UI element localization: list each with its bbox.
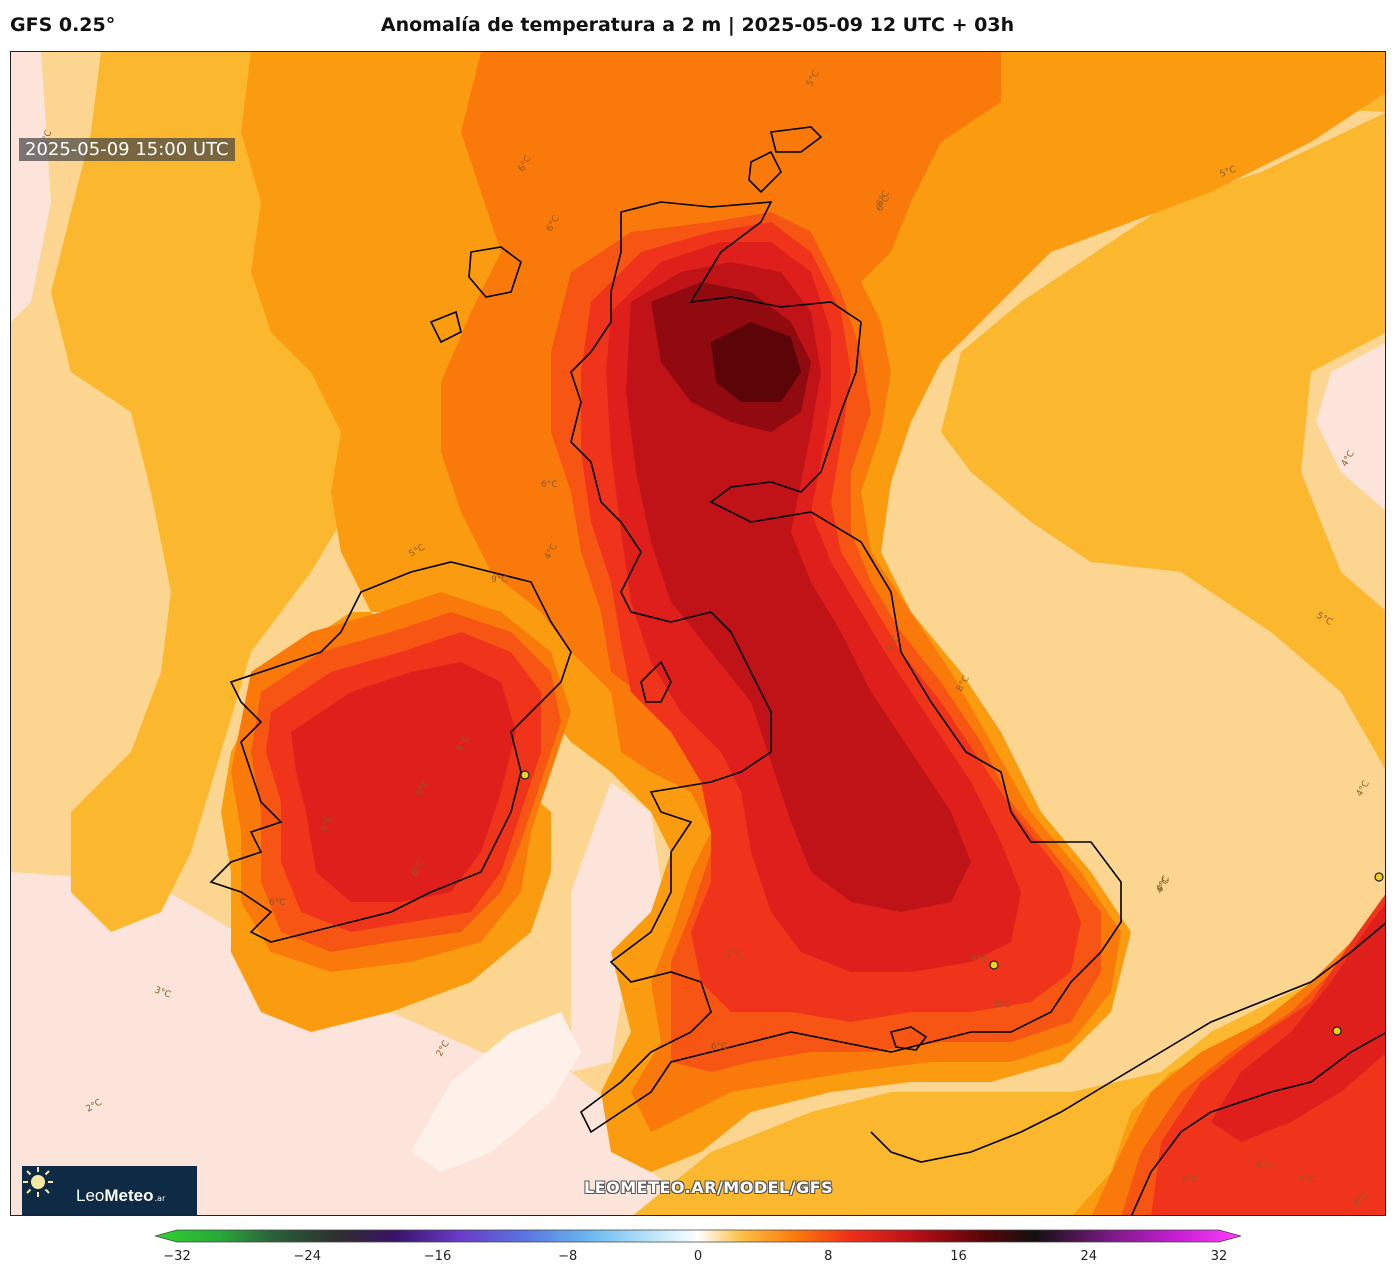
coast-channel bbox=[870, 922, 1385, 1163]
coast-ireland bbox=[209, 561, 572, 943]
source-watermark: LEOMETEO.AR/MODEL/GFS bbox=[584, 1178, 834, 1197]
coast-hebrides-2 bbox=[429, 310, 462, 344]
chart-title: Anomalía de temperatura a 2 m | 2025-05-… bbox=[380, 14, 1015, 36]
band-anom-11 bbox=[626, 262, 971, 912]
coast-isle-of-man bbox=[640, 660, 672, 703]
contour-label: 6°C bbox=[1256, 1160, 1273, 1170]
colorbar-tick-label: −8 bbox=[558, 1249, 578, 1264]
colorbar-tick-label: 8 bbox=[824, 1249, 833, 1264]
band-near-zero-channel bbox=[571, 782, 661, 1072]
band-anom-9-continent bbox=[1211, 904, 1385, 1142]
logo-tld: .ar bbox=[154, 1194, 166, 1203]
contour-label: 7°C bbox=[726, 950, 743, 960]
coast-isle-of-wight bbox=[889, 1026, 928, 1051]
colorbar-tick-label: 24 bbox=[1080, 1249, 1098, 1264]
sun-icon bbox=[23, 1167, 72, 1212]
model-label: GFS 0.25° bbox=[10, 14, 116, 36]
colorbar-tick-label: −16 bbox=[423, 1249, 452, 1264]
colorbar bbox=[155, 1229, 1241, 1243]
contour-label: 9°C bbox=[971, 955, 988, 965]
band-near-zero-west bbox=[11, 52, 51, 322]
coast-continent-inner bbox=[1131, 1032, 1385, 1215]
logo-text: LeoMeteo bbox=[76, 1185, 154, 1205]
colorbar-tick-label: 32 bbox=[1210, 1249, 1228, 1264]
band-near-zero-east bbox=[1316, 343, 1385, 511]
coast-hebrides-1 bbox=[468, 246, 522, 298]
coast-orkney bbox=[770, 126, 823, 153]
band-anom-9-ireland bbox=[291, 662, 516, 902]
colorbar-tick-label: 0 bbox=[693, 1249, 703, 1264]
contour-label: 7°C bbox=[1181, 1175, 1198, 1185]
band-anom-3 bbox=[101, 52, 1385, 769]
colorbar-tick-label: −32 bbox=[163, 1249, 191, 1264]
contour-label: 6°C bbox=[711, 1042, 728, 1052]
contour-label: 5°C bbox=[1299, 1175, 1316, 1185]
valid-time-badge: 2025-05-09 15:00 UTC bbox=[19, 138, 235, 161]
band-zero-core bbox=[411, 1012, 581, 1172]
contour-label: 8°C bbox=[994, 1000, 1011, 1010]
city-brussels-marker bbox=[1332, 1026, 1342, 1036]
map-panel[interactable]: 3°C6°C6°C5°C6°C5°C4°C6°C5°C4°C5°C9°C9°C9… bbox=[10, 51, 1386, 1216]
band-anom-15 bbox=[711, 322, 801, 402]
city-dublin-marker bbox=[520, 770, 530, 780]
colorbar-tick-label: −24 bbox=[293, 1249, 321, 1264]
city-markers bbox=[520, 770, 1384, 1036]
contour-label: 6°C bbox=[269, 898, 286, 908]
leometeo-logo: LeoMeteo .ar bbox=[22, 1166, 197, 1215]
coast-scotland bbox=[570, 201, 1122, 1134]
city-amsterdam-marker bbox=[1374, 872, 1384, 882]
city-london-marker bbox=[989, 960, 999, 970]
contour-label: 6°C bbox=[541, 480, 558, 490]
coastlines bbox=[209, 126, 1385, 1215]
colorbar-tick-label: 16 bbox=[950, 1249, 967, 1264]
coast-shetland bbox=[748, 150, 782, 194]
contour-label: 9°C bbox=[491, 575, 508, 585]
anomaly-map: 3°C6°C6°C5°C6°C5°C4°C6°C5°C4°C5°C9°C9°C9… bbox=[11, 52, 1385, 1215]
band-near-zero bbox=[11, 872, 709, 1215]
